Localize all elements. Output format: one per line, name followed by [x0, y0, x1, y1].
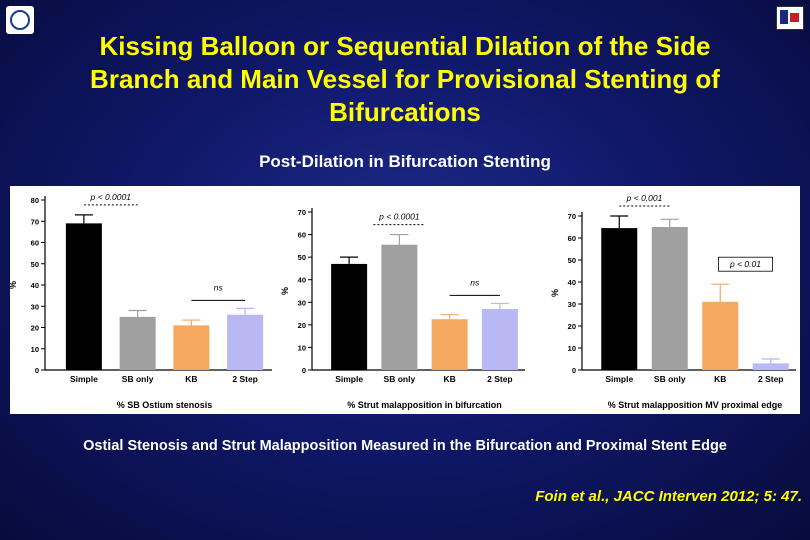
y-tick-label: 20 [298, 321, 306, 330]
figure-caption: Ostial Stenosis and Strut Malapposition … [83, 438, 727, 454]
y-tick-label: 60 [31, 239, 39, 248]
institution-seal-icon [6, 6, 34, 34]
bar-kb [702, 301, 739, 370]
y-tick-label: 0 [35, 366, 39, 375]
category-label: 2 Step [232, 374, 258, 384]
category-label: Simple [335, 374, 363, 384]
bar-simple [65, 223, 102, 370]
y-tick-label: 30 [568, 300, 576, 309]
y-tick-label: 20 [568, 322, 576, 331]
bar-sb-only [381, 244, 418, 370]
significance-label: p < 0.0001 [90, 192, 132, 202]
category-label: 2 Step [758, 374, 784, 384]
category-label: SB only [654, 374, 686, 384]
significance-label: ns [214, 282, 224, 292]
category-label: KB [185, 374, 197, 384]
y-tick-label: 10 [31, 345, 39, 354]
y-tick-label: 80 [31, 196, 39, 205]
bar-2-step [481, 309, 518, 370]
y-axis-label: % [280, 287, 290, 295]
y-tick-label: 50 [298, 253, 306, 262]
bar-simple [331, 263, 368, 370]
bar-2-step [752, 363, 789, 370]
y-tick-label: 30 [298, 298, 306, 307]
bar-kb [431, 319, 468, 370]
y-tick-label: 30 [31, 302, 39, 311]
y-tick-label: 50 [568, 256, 576, 265]
y-tick-label: 60 [298, 231, 306, 240]
y-tick-label: 0 [572, 366, 576, 375]
citation: Foin et al., JACC Interven 2012; 5: 47. [535, 488, 802, 505]
category-label: 2 Step [487, 374, 513, 384]
category-label: Simple [70, 374, 98, 384]
y-tick-label: 40 [568, 278, 576, 287]
bar-kb [173, 325, 210, 370]
significance-label: ns [470, 277, 480, 287]
heart-logo-icon [776, 6, 804, 30]
y-tick-label: 70 [31, 217, 39, 226]
category-label: KB [443, 374, 455, 384]
category-label: KB [714, 374, 726, 384]
slide-title: Kissing Balloon or Sequential Dilation o… [0, 30, 810, 129]
y-tick-label: 60 [568, 234, 576, 243]
bar-2-step [227, 314, 264, 370]
y-tick-label: 0 [302, 366, 306, 375]
y-tick-label: 20 [31, 324, 39, 333]
y-tick-label: 40 [298, 276, 306, 285]
y-tick-label: 70 [568, 212, 576, 221]
category-label: Simple [605, 374, 633, 384]
x-axis-label: % Strut malapposition in bifurcation [347, 400, 502, 410]
charts-panel: 0 10 20 30 40 50 60 70 80% Simple SB only KB 2 Step%… [10, 186, 800, 414]
title-line-1: Kissing Balloon or Sequential Dilation o… [99, 31, 711, 61]
y-tick-label: 50 [31, 260, 39, 269]
significance-box [718, 256, 773, 272]
significance-label: p < 0.01 [729, 259, 761, 269]
x-axis-label: % Strut malapposition MV proximal edge [608, 400, 783, 410]
bar-simple [601, 228, 638, 370]
significance-label: p < 0.001 [626, 193, 663, 203]
y-axis-label: % [550, 289, 560, 297]
y-tick-label: 10 [568, 344, 576, 353]
bar-sb-only [651, 227, 688, 370]
category-label: SB only [122, 374, 154, 384]
y-tick-label: 40 [31, 281, 39, 290]
charts-svg: 0 10 20 30 40 50 60 70 80% Simple SB only KB 2 Step%… [10, 192, 796, 410]
title-line-3: Bifurcations [329, 97, 481, 127]
y-axis-label: % [10, 281, 18, 289]
y-tick-label: 10 [298, 343, 306, 352]
title-line-2: Branch and Main Vessel for Provisional S… [90, 64, 720, 94]
bar-sb-only [119, 316, 156, 370]
x-axis-label: % SB Ostium stenosis [117, 400, 213, 410]
significance-label: p < 0.0001 [378, 212, 420, 222]
category-label: SB only [384, 374, 416, 384]
y-tick-label: 70 [298, 208, 306, 217]
slide-subtitle: Post-Dilation in Bifurcation Stenting [259, 152, 551, 171]
